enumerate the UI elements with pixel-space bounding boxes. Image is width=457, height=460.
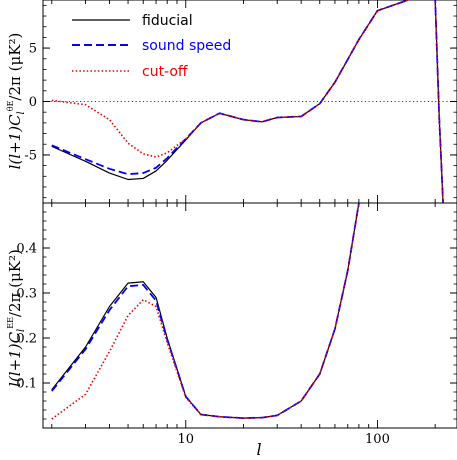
- ytick-label-te: 0: [29, 95, 37, 110]
- legend-entry-fiducial: fiducial: [72, 13, 193, 29]
- xtick-label: 100: [365, 432, 390, 447]
- series-cut-off-ee: [51, 203, 360, 420]
- ytick-label-ee: 0.3: [16, 287, 37, 302]
- series-sound-speed-te: [51, 0, 444, 203]
- series-fiducial-ee: [51, 203, 360, 419]
- series-cut-off-te: [51, 0, 444, 203]
- x-axis-ticks: 10 100: [177, 432, 389, 447]
- panel-ee-ticks: 0.1 0.2 0.3 0.4: [16, 203, 457, 429]
- ytick-label-te: 5: [29, 42, 37, 57]
- legend-label-fiducial: fiducial: [142, 13, 193, 29]
- series-sound-speed-ee: [51, 203, 360, 420]
- ytick-label-ee: 0.2: [16, 332, 37, 347]
- panel-ee: 0.1 0.2 0.3 0.4 l(l+1)ClEE/2π (μK²): [6, 202, 457, 429]
- xtick-label: 10: [177, 432, 194, 447]
- ytick-label-ee: 0.1: [16, 377, 37, 392]
- panel-ee-ylabel: l(l+1)ClEE/2π (μK²): [6, 249, 27, 387]
- ytick-label-te: -5: [24, 148, 37, 163]
- panel-te: -5 0 5 l(l+1)ClθE/2π (μK²) fiducial sound …: [6, 0, 457, 204]
- panel-ee-series: [51, 203, 360, 420]
- panel-ee-frame: [42, 202, 457, 429]
- legend: fiducial sound speed cut-off: [72, 13, 231, 80]
- panel-te-ylabel: l(l+1)ClθE/2π (μK²): [6, 33, 27, 170]
- x-axis-label: l: [256, 440, 261, 459]
- panel-te-series: [51, 0, 444, 203]
- panel-te-ticks: -5 0 5: [24, 0, 457, 203]
- legend-entry-sound-speed: sound speed: [72, 38, 231, 54]
- ytick-label-ee: 0.4: [16, 242, 37, 257]
- legend-label-sound-speed: sound speed: [142, 38, 231, 54]
- legend-label-cut-off: cut-off: [142, 64, 188, 80]
- legend-entry-cut-off: cut-off: [72, 64, 188, 80]
